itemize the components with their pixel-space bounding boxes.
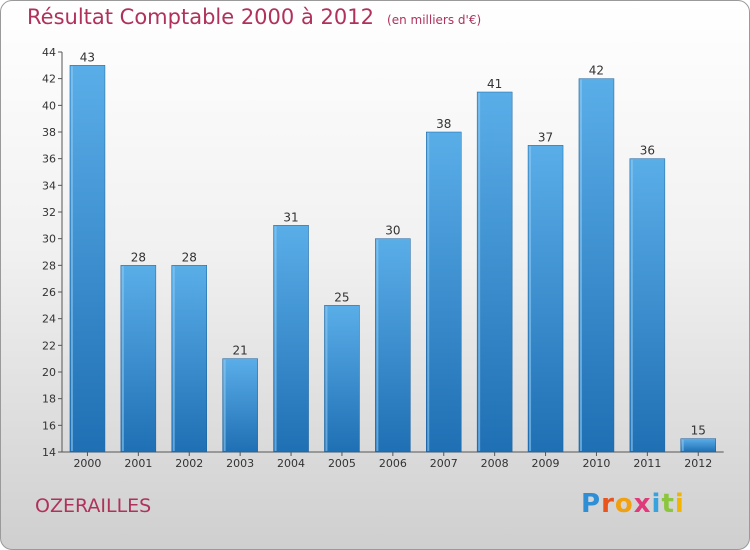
data-label-2003: 21 [233,344,248,358]
bars-layer [69,65,716,453]
logo-letter: i [651,489,662,519]
bar-2011 [629,158,666,453]
bar-2008 [476,91,513,453]
bar-2012 [680,438,716,453]
bar-2006 [375,238,411,453]
logo-letter: r [601,489,615,519]
data-label-2001: 28 [131,250,146,264]
x-tick-label-2011: 2011 [633,457,661,470]
bar-highlight [172,266,175,451]
y-tick-label: 20 [42,366,56,379]
logo-letter: o [614,489,634,519]
bar-highlight [121,266,124,451]
bar-highlight [223,359,226,451]
bar-highlight [630,159,633,451]
x-tick-label-2009: 2009 [532,457,560,470]
bar-highlight [274,226,277,451]
y-tick-label: 16 [42,419,56,432]
y-tick-label: 44 [42,46,56,59]
x-tick-label-2003: 2003 [226,457,254,470]
x-tick-label-2006: 2006 [379,457,407,470]
bar-2007 [426,131,462,453]
x-tick-label-2000: 2000 [73,457,101,470]
y-tick-label: 36 [42,153,56,166]
y-tick-label: 40 [42,99,56,112]
bar-2005 [324,305,360,453]
logo-letter: i [674,489,685,519]
data-label-2009: 37 [538,130,553,144]
y-tick-label: 30 [42,233,56,246]
chart-subtitle: (en milliers d'€) [387,13,482,27]
bar-highlight [325,306,328,451]
data-label-2008: 41 [487,77,502,91]
logo-letter: t [661,489,675,519]
data-label-2012: 15 [691,424,706,438]
bar-2009 [527,145,564,453]
y-tick-label: 38 [42,126,56,139]
y-tick-label: 26 [42,286,56,299]
logo-letter: P [581,489,602,519]
x-tick-label-2004: 2004 [277,457,305,470]
y-tick-label: 28 [42,259,56,272]
data-label-2010: 42 [589,64,604,78]
bar-2001 [120,265,157,453]
bar-highlight [579,79,582,452]
bar-highlight [529,146,532,452]
bar-highlight [427,133,430,451]
bar-highlight [70,66,73,451]
bar-highlight [376,239,379,451]
logo-letter: x [633,489,652,519]
chart-title: Résultat Comptable 2000 à 2012 [27,5,374,29]
x-tick-label-2001: 2001 [124,457,152,470]
x-tick-label-2005: 2005 [328,457,356,470]
y-tick-label: 14 [42,446,56,459]
data-label-2004: 31 [283,210,298,224]
bar-2003 [222,358,258,453]
proxiti-logo: Proxiti [581,489,685,519]
bar-2010 [578,78,615,453]
data-label-2011: 36 [640,144,655,158]
labels-layer: 43 2000 28 2001 28 2002 21 2003 31 2004 25 2005 30 20… [73,50,712,470]
x-tick-label-2008: 2008 [481,457,509,470]
data-label-2000: 43 [80,50,95,64]
bar-2002 [171,265,207,453]
y-tick-label: 42 [42,73,56,86]
bar-highlight [478,93,481,451]
x-tick-label-2002: 2002 [175,457,203,470]
place-name: OZERAILLES [35,495,152,517]
bar-2004 [273,225,309,453]
data-label-2007: 38 [436,117,451,131]
data-label-2002: 28 [182,250,197,264]
x-tick-label-2012: 2012 [684,457,712,470]
title-row: Résultat Comptable 2000 à 2012 (en milli… [27,5,481,29]
x-tick-label-2007: 2007 [430,457,458,470]
y-tick-label: 22 [42,339,56,352]
data-label-2006: 30 [385,224,400,238]
axis-layer: 14 16 18 20 22 24 26 28 30 32 34 36 38 40 42 44 [42,46,724,459]
bar-highlight [681,439,684,451]
y-tick-label: 32 [42,206,56,219]
y-tick-label: 24 [42,313,56,326]
y-tick-label: 18 [42,393,56,406]
data-label-2005: 25 [334,290,349,304]
x-tick-label-2010: 2010 [582,457,610,470]
bar-2000 [69,65,106,453]
y-tick-label: 34 [42,179,56,192]
